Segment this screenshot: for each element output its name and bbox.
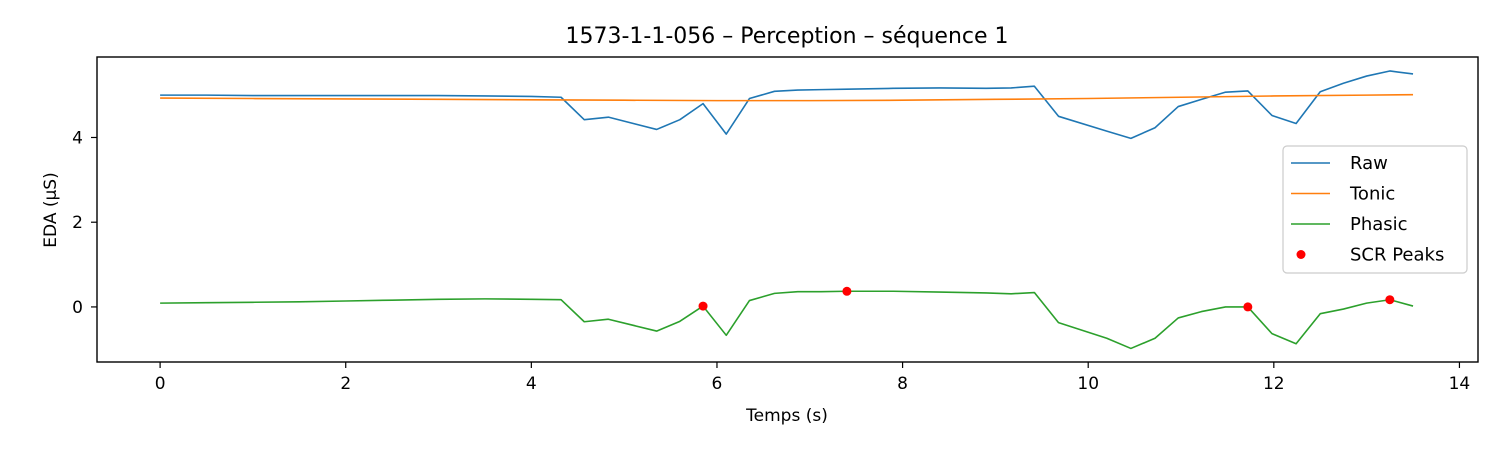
scr-peak-point [842,286,852,296]
y-axis: 0 2 4 [72,128,97,318]
legend-swatch-scr-peaks [1296,250,1306,259]
legend-label-raw: Raw [1350,153,1388,174]
scr-peak-point [1243,302,1253,312]
chart-title: 1573-1-1-056 – Perception – séquence 1 [565,24,1008,49]
legend-label-phasic: Phasic [1350,214,1408,235]
plot-area [160,70,1414,350]
series-line-phasic [160,290,1414,350]
y-tick-label: 4 [72,128,83,148]
series-line-raw [160,70,1414,140]
plot-frame [96,56,1479,363]
x-tick-label: 14 [1449,374,1471,394]
legend-box [1282,145,1468,274]
scr-peak-point [698,301,708,311]
y-tick-label: 0 [72,298,83,318]
x-tick-label: 0 [155,374,166,394]
x-tick-label: 12 [1263,374,1285,394]
y-tick-label: 2 [72,213,83,233]
x-tick-label: 6 [712,374,723,394]
x-axis: 0 2 4 6 8 10 12 14 [155,362,1471,394]
x-tick-label: 10 [1077,374,1099,394]
y-axis-label: EDA (µS) [41,172,61,247]
legend: Raw Tonic Phasic SCR Peaks [1282,145,1468,274]
x-tick-label: 4 [526,374,537,394]
scr-peak-point [1385,295,1395,305]
x-tick-label: 8 [897,374,908,394]
series-line-tonic [160,93,1414,102]
x-axis-label: Temps (s) [745,406,828,426]
legend-label-scr-peaks: SCR Peaks [1350,245,1444,266]
x-tick-label: 2 [340,374,351,394]
legend-label-tonic: Tonic [1349,184,1395,205]
